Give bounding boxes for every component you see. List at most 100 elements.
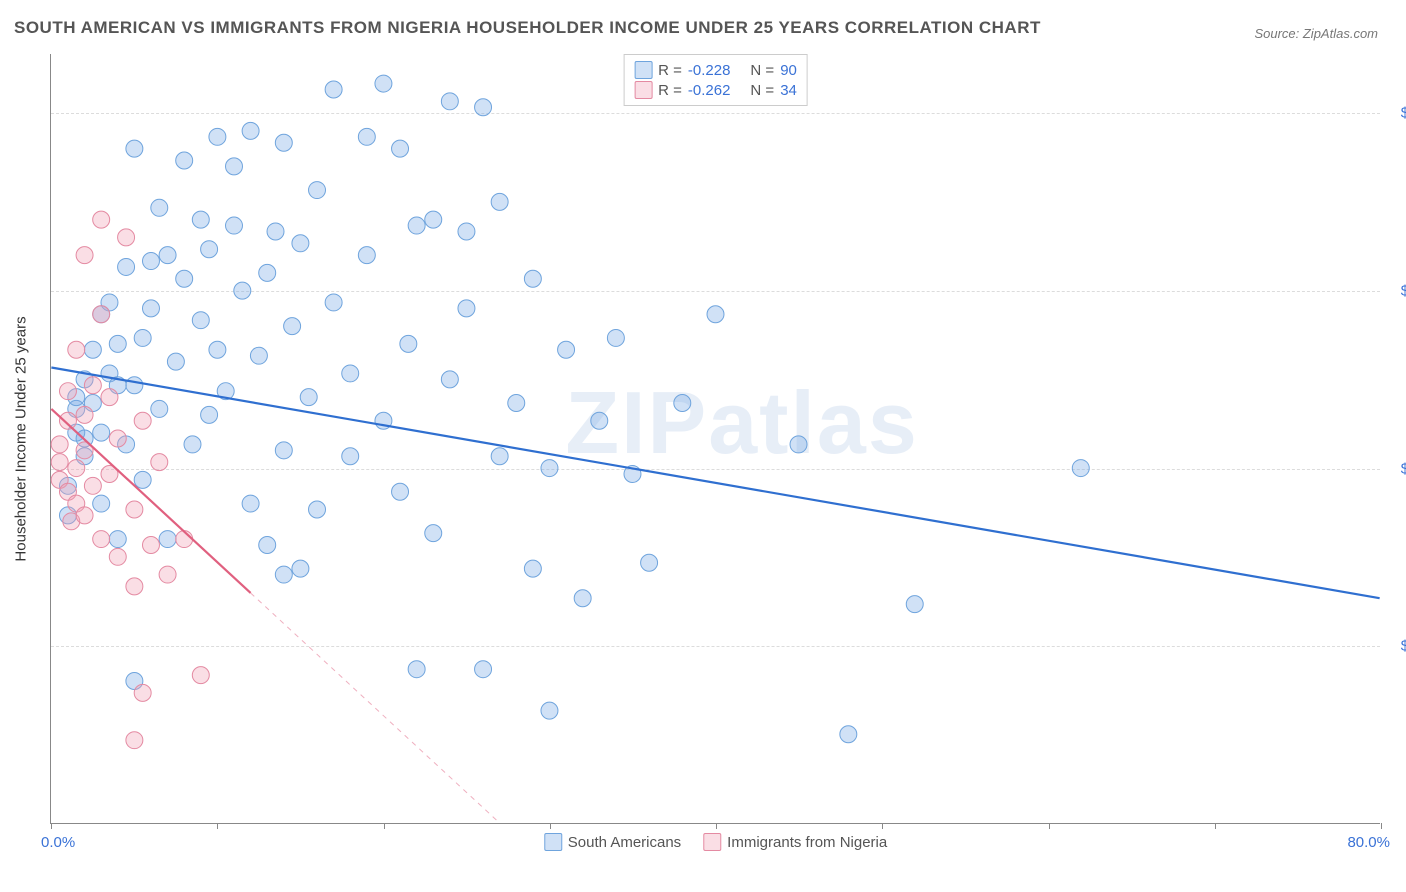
data-point bbox=[126, 377, 143, 394]
x-tick bbox=[1215, 823, 1216, 829]
data-point bbox=[267, 223, 284, 240]
data-point bbox=[93, 211, 110, 228]
data-point bbox=[51, 454, 68, 471]
y-tick-label: $65,000 bbox=[1385, 282, 1406, 299]
data-point bbox=[159, 531, 176, 548]
data-point bbox=[109, 531, 126, 548]
data-point bbox=[309, 182, 326, 199]
data-point bbox=[118, 258, 135, 275]
data-point bbox=[641, 554, 658, 571]
stats-row-1: R =-0.262 N =34 bbox=[634, 81, 797, 99]
data-point bbox=[209, 341, 226, 358]
trend-line bbox=[51, 368, 1379, 599]
data-point bbox=[491, 448, 508, 465]
y-tick-label: $50,000 bbox=[1385, 460, 1406, 477]
x-tick bbox=[1049, 823, 1050, 829]
chart-title: SOUTH AMERICAN VS IMMIGRANTS FROM NIGERI… bbox=[14, 18, 1041, 38]
data-point bbox=[558, 341, 575, 358]
bottom-legend: South Americans Immigrants from Nigeria bbox=[544, 833, 887, 851]
data-point bbox=[68, 460, 85, 477]
data-point bbox=[142, 536, 159, 553]
data-point bbox=[325, 294, 342, 311]
data-point bbox=[192, 211, 209, 228]
data-point bbox=[441, 93, 458, 110]
data-point bbox=[167, 353, 184, 370]
stats-row-0: R =-0.228 N =90 bbox=[634, 61, 797, 79]
data-point bbox=[275, 442, 292, 459]
data-point bbox=[159, 566, 176, 583]
legend-swatch-1 bbox=[703, 833, 721, 851]
data-point bbox=[101, 389, 118, 406]
data-point bbox=[118, 229, 135, 246]
scatter-svg bbox=[51, 54, 1380, 823]
data-point bbox=[1072, 460, 1089, 477]
swatch-series-1 bbox=[634, 81, 652, 99]
y-tick-label: $35,000 bbox=[1385, 638, 1406, 655]
stat-r-label: R = bbox=[658, 62, 682, 79]
stat-n-1: 34 bbox=[780, 82, 797, 99]
data-point bbox=[524, 560, 541, 577]
chart-container: SOUTH AMERICAN VS IMMIGRANTS FROM NIGERI… bbox=[0, 0, 1406, 892]
data-point bbox=[250, 347, 267, 364]
data-point bbox=[134, 471, 151, 488]
data-point bbox=[234, 282, 251, 299]
data-point bbox=[392, 140, 409, 157]
y-axis-title: Householder Income Under 25 years bbox=[13, 316, 30, 561]
data-point bbox=[84, 341, 101, 358]
data-point bbox=[126, 732, 143, 749]
data-point bbox=[284, 318, 301, 335]
data-point bbox=[475, 661, 492, 678]
data-point bbox=[674, 395, 691, 412]
data-point bbox=[84, 377, 101, 394]
legend-item-1: Immigrants from Nigeria bbox=[703, 833, 887, 851]
data-point bbox=[441, 371, 458, 388]
data-point bbox=[400, 335, 417, 352]
data-point bbox=[226, 158, 243, 175]
x-tick bbox=[716, 823, 717, 829]
data-point bbox=[408, 661, 425, 678]
data-point bbox=[242, 122, 259, 139]
data-point bbox=[192, 667, 209, 684]
x-tick bbox=[1381, 823, 1382, 829]
data-point bbox=[259, 264, 276, 281]
data-point bbox=[76, 507, 93, 524]
x-tick bbox=[882, 823, 883, 829]
legend-item-0: South Americans bbox=[544, 833, 681, 851]
data-point bbox=[126, 140, 143, 157]
data-point bbox=[358, 247, 375, 264]
data-point bbox=[93, 531, 110, 548]
data-point bbox=[76, 406, 93, 423]
stat-n-label: N = bbox=[750, 82, 774, 99]
data-point bbox=[151, 199, 168, 216]
stats-legend-box: R =-0.228 N =90 R =-0.262 N =34 bbox=[623, 54, 808, 106]
data-point bbox=[325, 81, 342, 98]
data-point bbox=[151, 400, 168, 417]
source-label: Source: ZipAtlas.com bbox=[1254, 26, 1378, 41]
data-point bbox=[790, 436, 807, 453]
x-tick bbox=[384, 823, 385, 829]
data-point bbox=[59, 383, 76, 400]
data-point bbox=[458, 223, 475, 240]
x-axis-max-label: 80.0% bbox=[1347, 834, 1390, 851]
legend-label-0: South Americans bbox=[568, 834, 681, 851]
data-point bbox=[574, 590, 591, 607]
data-point bbox=[541, 460, 558, 477]
x-tick bbox=[550, 823, 551, 829]
data-point bbox=[176, 152, 193, 169]
data-point bbox=[201, 241, 218, 258]
data-point bbox=[458, 300, 475, 317]
stat-n-label: N = bbox=[750, 62, 774, 79]
stat-n-0: 90 bbox=[780, 62, 797, 79]
data-point bbox=[192, 312, 209, 329]
data-point bbox=[68, 341, 85, 358]
data-point bbox=[176, 531, 193, 548]
stat-r-1: -0.262 bbox=[688, 82, 731, 99]
data-point bbox=[142, 253, 159, 270]
data-point bbox=[491, 193, 508, 210]
data-point bbox=[292, 235, 309, 252]
data-point bbox=[126, 578, 143, 595]
data-point bbox=[109, 430, 126, 447]
x-tick bbox=[217, 823, 218, 829]
data-point bbox=[425, 211, 442, 228]
data-point bbox=[408, 217, 425, 234]
